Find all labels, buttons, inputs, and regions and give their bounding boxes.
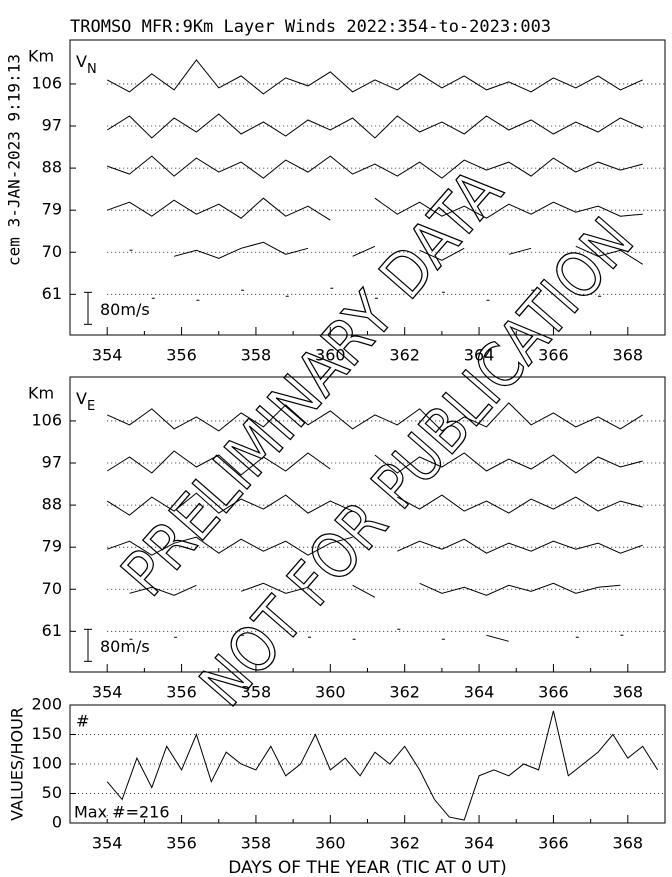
y-tick-label: 200	[31, 695, 62, 714]
marker-label: #	[76, 712, 89, 731]
y-tick-label: 79	[42, 537, 62, 556]
x-tick-label: 354	[92, 346, 123, 365]
chart-title: TROMSO MFR:9Km Layer Winds 2022:354-to-2…	[70, 17, 551, 37]
x-tick-label: 358	[241, 834, 272, 853]
component-subscript: E	[87, 399, 95, 414]
x-tick-label: 354	[92, 834, 123, 853]
x-tick-label: 368	[613, 683, 644, 702]
data-line	[151, 287, 602, 301]
x-tick-label: 354	[92, 683, 123, 702]
timestamp: cem 3-JAN-2023 9:19:13	[5, 54, 24, 266]
data-line	[129, 582, 621, 598]
x-tick-label: 368	[613, 834, 644, 853]
x-tick-label: 356	[166, 346, 197, 365]
y-tick-label: 100	[31, 754, 62, 773]
data-line	[129, 241, 643, 265]
data-line	[106, 113, 643, 139]
y-tick-label: 79	[42, 200, 62, 219]
y-tick-label: 88	[42, 158, 62, 177]
y-tick-label: 97	[42, 116, 62, 135]
component-label: VN	[76, 52, 97, 77]
component-letter: V	[76, 389, 87, 408]
y-axis-label: Km	[28, 384, 54, 403]
y-tick-label: 88	[42, 495, 62, 514]
x-tick-label: 358	[241, 346, 272, 365]
x-tick-label: 364	[464, 834, 495, 853]
y-tick-label: 97	[42, 453, 62, 472]
x-tick-label: 362	[389, 683, 420, 702]
data-line	[107, 197, 643, 221]
x-tick-label: 366	[538, 683, 569, 702]
y-tick-label: 0	[52, 813, 62, 832]
component-label: VE	[76, 389, 95, 414]
data-line	[106, 492, 643, 516]
component-letter: V	[76, 52, 87, 71]
x-tick-label: 360	[315, 683, 346, 702]
x-tick-label: 362	[389, 346, 420, 365]
x-tick-label: 366	[538, 834, 569, 853]
y-tick-label: 61	[42, 284, 62, 303]
y-tick-label: 70	[42, 242, 62, 261]
data-line	[106, 59, 643, 95]
data-line	[106, 402, 643, 432]
x-tick-label: 364	[464, 346, 495, 365]
x-tick-label: 356	[166, 834, 197, 853]
x-tick-label: 358	[241, 683, 272, 702]
y-tick-label: 70	[42, 579, 62, 598]
data-line	[129, 628, 624, 642]
y-tick-label: 106	[31, 73, 62, 92]
data-line	[106, 450, 643, 476]
x-tick-label: 362	[389, 834, 420, 853]
y-axis-label: Km	[28, 47, 54, 66]
scale-bar-label: 80m/s	[100, 300, 150, 319]
y-tick-label: 106	[31, 410, 62, 429]
component-subscript: N	[87, 62, 97, 77]
scale-bar-label: 80m/s	[100, 637, 150, 656]
data-line	[106, 710, 659, 821]
y-axis-label: VALUES/HOUR	[8, 707, 27, 821]
y-tick-label: 61	[42, 621, 62, 640]
data-line	[107, 155, 643, 179]
y-tick-label: 50	[42, 783, 62, 802]
x-tick-label: 366	[538, 346, 569, 365]
y-tick-label: 150	[31, 724, 62, 743]
x-axis-label: DAYS OF THE YEAR (TIC AT 0 UT)	[228, 858, 507, 877]
max-note: Max #=216	[74, 803, 170, 822]
x-tick-label: 368	[613, 346, 644, 365]
x-tick-label: 356	[166, 683, 197, 702]
x-tick-label: 360	[315, 346, 346, 365]
data-line	[107, 536, 643, 556]
x-tick-label: 364	[464, 683, 495, 702]
x-tick-label: 360	[315, 834, 346, 853]
